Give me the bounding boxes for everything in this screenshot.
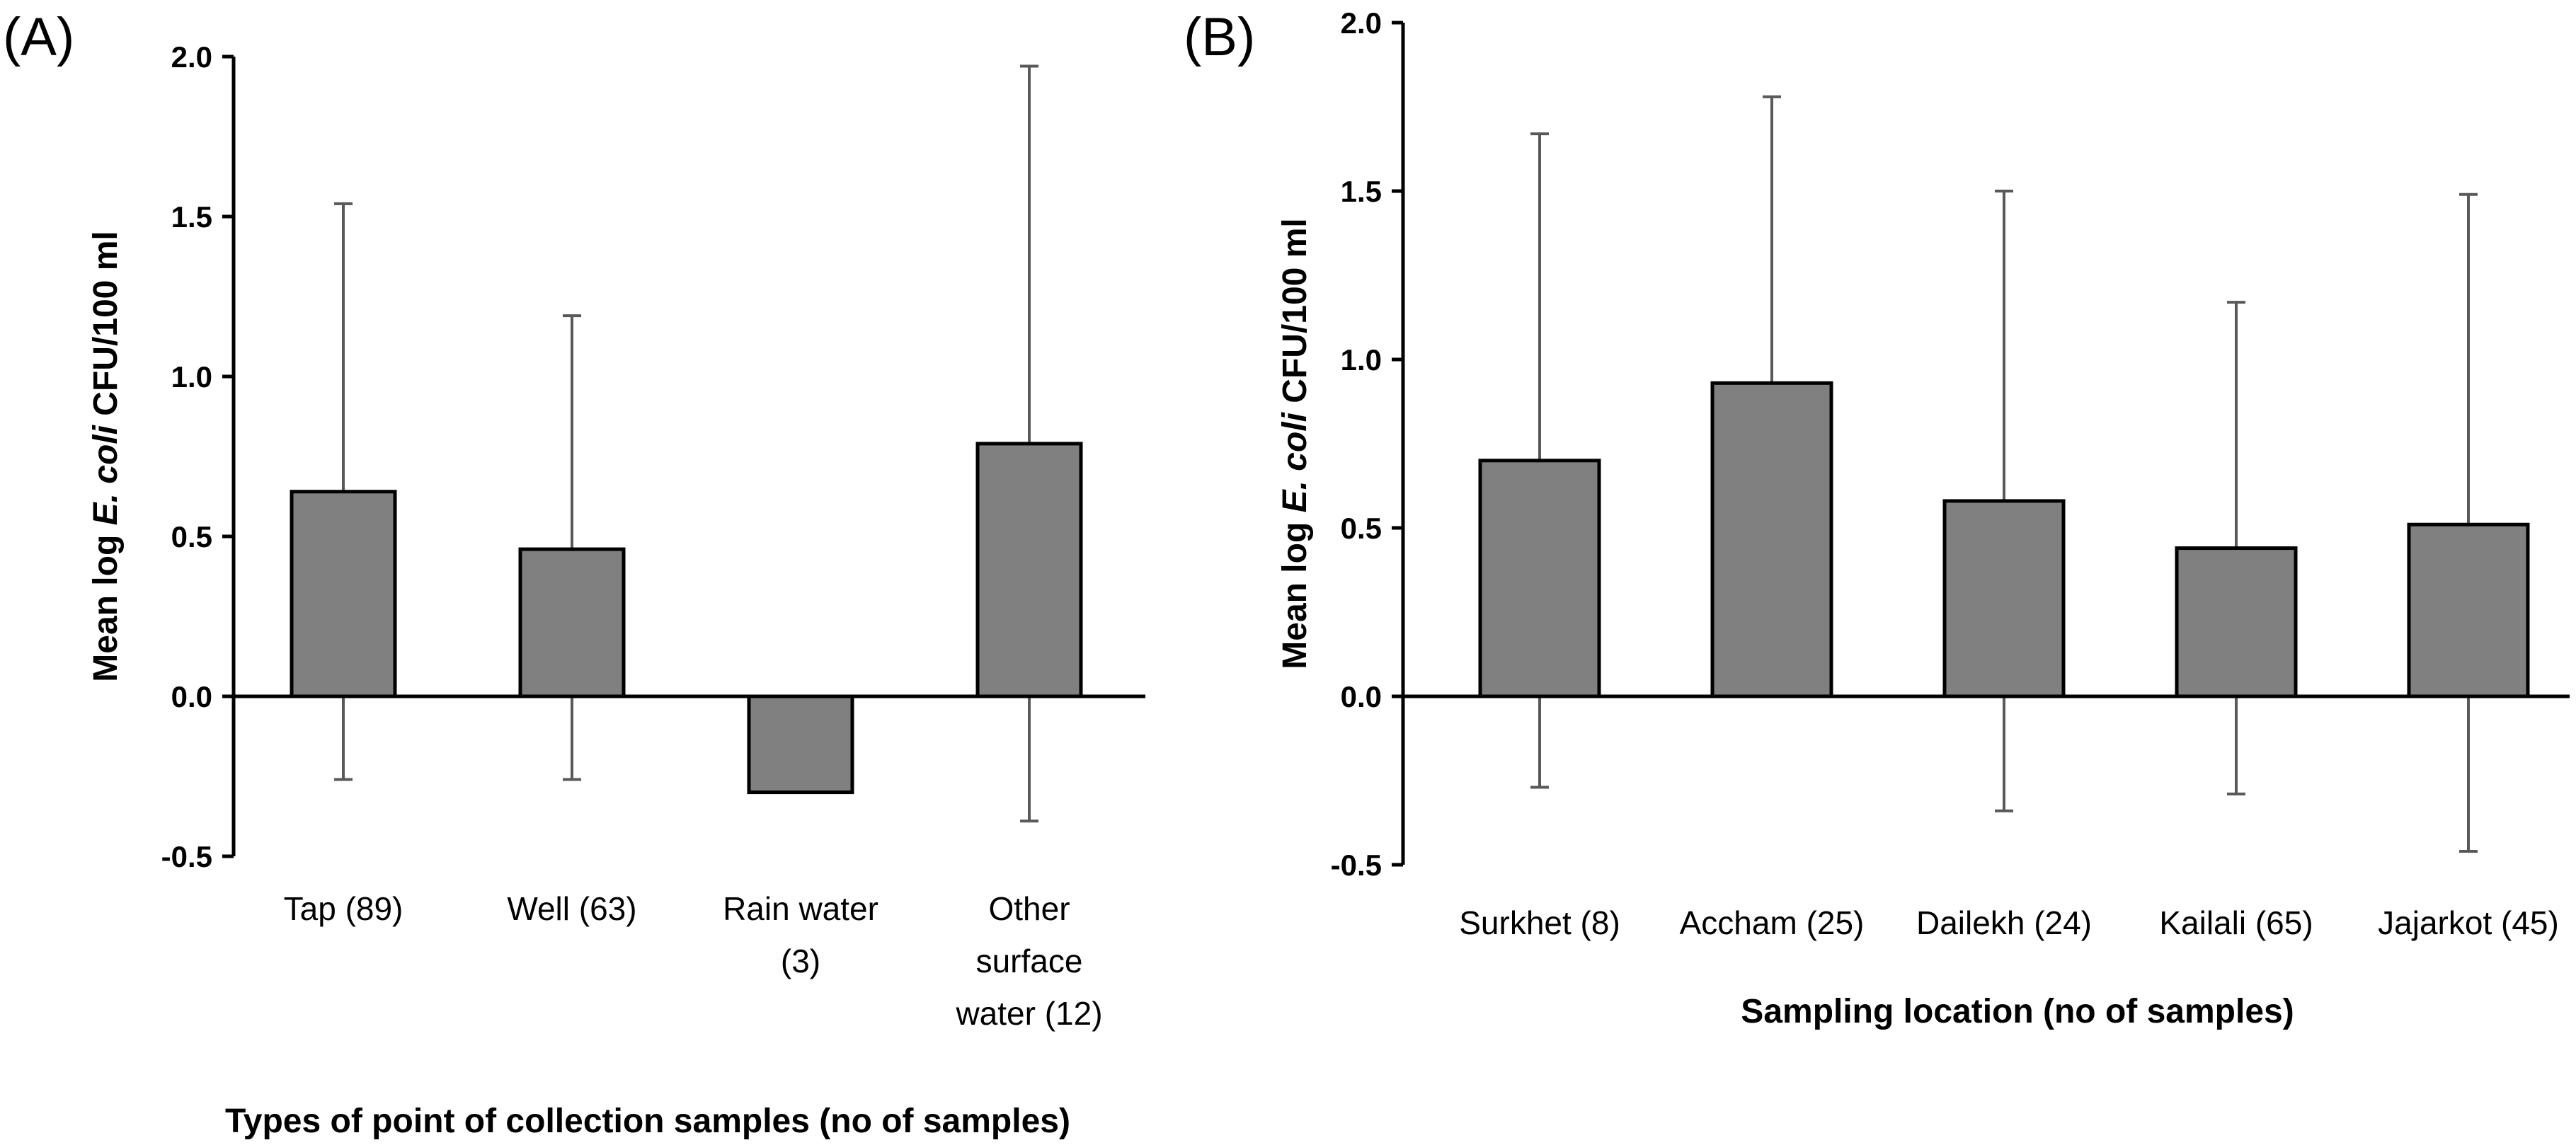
category-label: Other surface water (12): [955, 890, 1102, 1032]
panel-b-error-bars: [1530, 95, 2478, 853]
category-label: Tap (89): [284, 890, 403, 927]
bar: [747, 694, 854, 795]
panel-b-label: (B): [1184, 7, 1255, 67]
panel-a-y-ticks: -0.5 0.0 0.5 1.0 1.5 2.0: [161, 40, 234, 873]
y-tick-label: 0.0: [171, 680, 212, 713]
panel-a-category-labels: Tap (89) Well (63) Rain water (3) Other surfa…: [284, 890, 1103, 1032]
panel-b: (B) -0.5 0.0 0.5 1.0 1.5 2.0 Surkhet (8) Accha…: [1184, 6, 2570, 1030]
panel-a: (A) -0.5 0.0 0.5 1.0 1.5 2.0 Tap (89) Well (63…: [3, 7, 1145, 1140]
category-label: Accham (25): [1680, 904, 1865, 941]
y-tick-label: 1.5: [171, 200, 212, 234]
panel-b-category-labels: Surkhet (8) Accham (25) Dailekh (24) Kailal…: [1459, 904, 2559, 941]
bar: [975, 442, 1083, 698]
y-tick-label: -0.5: [1331, 848, 1382, 882]
bar: [1710, 381, 1833, 698]
panel-a-error-bars: [334, 64, 1038, 823]
category-label: Rain water (3): [723, 890, 878, 979]
bar: [290, 490, 397, 698]
panel-a-x-axis-title: Types of point of collection samples (no…: [225, 1103, 1070, 1140]
panel-a-label: (A): [3, 7, 74, 67]
y-tick-label: -0.5: [161, 840, 212, 873]
panel-a-bars: [290, 442, 1083, 795]
y-tick-label: 1.5: [1341, 175, 1382, 208]
category-label: Well (63): [507, 890, 636, 927]
bar: [2175, 546, 2298, 698]
y-tick-label: 0.5: [1341, 512, 1382, 545]
y-tick-label: 1.0: [1341, 343, 1382, 376]
y-tick-label: 1.0: [171, 360, 212, 393]
bar: [1478, 459, 1601, 698]
y-tick-label: 0.0: [1341, 680, 1382, 713]
category-label: Dailekh (24): [1916, 904, 2092, 941]
panel-b-bars: [1478, 381, 2530, 698]
bar: [518, 547, 626, 698]
panel-a-y-axis-title: Mean log E. coli CFU/100 ml: [87, 231, 125, 681]
y-tick-label: 2.0: [171, 40, 212, 74]
y-tick-label: 2.0: [1341, 6, 1382, 40]
panel-b-x-axis-title: Sampling location (no of samples): [1741, 993, 2294, 1030]
panel-b-y-ticks: -0.5 0.0 0.5 1.0 1.5 2.0: [1331, 6, 1403, 882]
panel-b-y-axis-title: Mean log E. coli CFU/100 ml: [1276, 218, 1314, 669]
category-label: Surkhet (8): [1459, 904, 1620, 941]
bar: [2407, 522, 2530, 698]
category-label: Jajarkot (45): [2378, 904, 2559, 941]
y-tick-label: 0.5: [171, 520, 212, 553]
category-label: Kailali (65): [2159, 904, 2313, 941]
bar: [1942, 499, 2066, 698]
